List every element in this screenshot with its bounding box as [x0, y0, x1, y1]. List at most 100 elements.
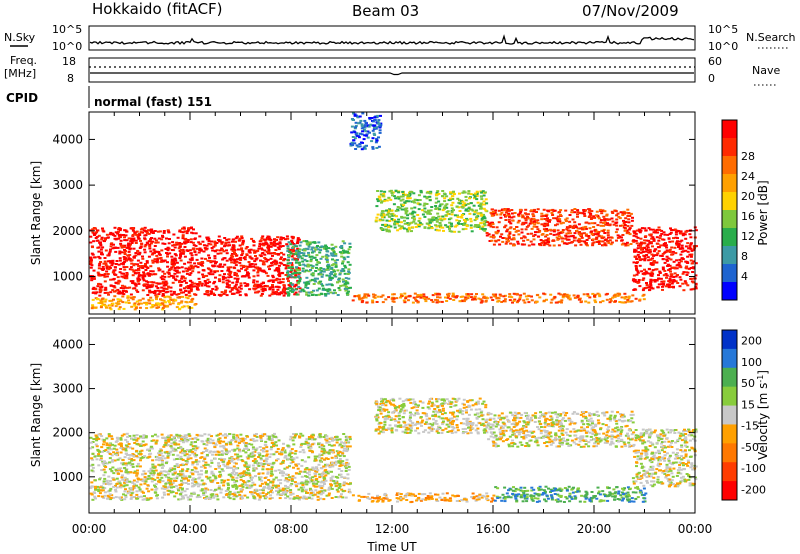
data-cell	[353, 295, 357, 298]
data-cell	[573, 296, 577, 299]
data-cell	[211, 249, 215, 252]
data-cell	[318, 453, 322, 456]
data-cell	[268, 238, 271, 241]
data-cell	[160, 463, 164, 466]
data-cell	[649, 280, 653, 282]
data-cell	[256, 274, 260, 277]
data-cell	[103, 260, 107, 263]
data-cell	[139, 436, 143, 439]
data-cell	[403, 219, 406, 222]
data-cell	[263, 249, 267, 252]
data-cell	[131, 234, 135, 236]
data-cell	[141, 297, 145, 300]
data-cell	[436, 292, 440, 295]
data-cell	[206, 437, 210, 440]
data-cell	[152, 281, 156, 284]
data-cell	[317, 293, 321, 296]
data-cell	[673, 228, 677, 231]
data-cell	[341, 496, 345, 499]
data-cell	[639, 246, 643, 249]
data-cell	[175, 261, 179, 264]
data-cell	[342, 484, 346, 487]
data-cell	[637, 256, 641, 258]
data-cell	[557, 233, 561, 236]
data-cell	[243, 282, 247, 285]
data-cell	[163, 242, 167, 245]
data-cell	[456, 214, 459, 217]
data-cell	[138, 266, 142, 269]
data-cell	[687, 247, 691, 250]
data-cell	[288, 254, 291, 257]
data-cell	[291, 241, 294, 244]
data-cell	[335, 450, 339, 453]
data-cell	[166, 249, 170, 252]
colorbar-tick-label: 8	[741, 250, 748, 263]
data-cell	[90, 279, 94, 282]
data-cell	[286, 291, 290, 294]
data-cell	[346, 273, 350, 275]
data-cell	[135, 289, 139, 292]
data-cell	[150, 253, 154, 256]
data-cell	[228, 490, 232, 493]
data-cell	[231, 292, 235, 295]
data-cell	[435, 191, 439, 194]
data-cell	[267, 251, 271, 253]
data-cell	[126, 454, 129, 456]
data-cell	[227, 286, 231, 289]
data-cell	[220, 450, 224, 453]
data-cell	[134, 239, 138, 242]
data-cell	[305, 291, 309, 294]
data-cell	[633, 279, 637, 281]
data-cell	[324, 258, 328, 261]
data-cell	[444, 224, 448, 227]
data-cell	[200, 282, 204, 285]
data-cell	[342, 256, 346, 259]
data-cell	[326, 250, 330, 253]
data-cell	[540, 223, 544, 226]
data-cell	[432, 218, 436, 221]
data-cell	[643, 255, 647, 258]
data-cell	[108, 267, 112, 269]
data-cell	[674, 252, 678, 255]
data-cell	[660, 229, 664, 232]
data-cell	[508, 293, 512, 296]
data-cell	[544, 235, 548, 238]
data-cell	[364, 130, 368, 133]
data-cell	[297, 267, 301, 270]
data-cell	[685, 261, 689, 264]
data-cell	[463, 298, 467, 301]
data-cell	[672, 276, 676, 278]
data-cell	[239, 264, 243, 267]
data-cell	[193, 478, 197, 481]
data-cell	[254, 263, 258, 266]
data-cell	[603, 232, 607, 234]
data-cell	[440, 219, 444, 222]
data-cell	[294, 288, 298, 291]
data-cell	[435, 194, 438, 197]
data-cell	[142, 273, 146, 275]
data-cell	[595, 230, 599, 233]
data-cell	[190, 227, 193, 230]
data-cell	[497, 209, 501, 212]
data-cell	[117, 292, 121, 295]
data-cell	[258, 243, 262, 245]
data-cell	[326, 267, 330, 269]
data-cell	[393, 214, 396, 217]
data-cell	[121, 301, 125, 304]
data-cell	[149, 469, 153, 472]
data-cell	[328, 283, 331, 286]
data-cell	[485, 202, 489, 205]
data-cell	[665, 274, 669, 277]
data-cell	[157, 237, 161, 240]
data-cell	[418, 221, 422, 224]
data-cell	[139, 261, 143, 264]
data-cell	[569, 232, 573, 235]
data-cell	[362, 146, 366, 149]
data-cell	[344, 266, 348, 269]
data-cell	[165, 252, 168, 254]
data-cell	[546, 217, 549, 220]
data-cell	[333, 273, 337, 276]
data-cell	[498, 293, 502, 296]
data-cell	[341, 278, 345, 281]
data-cell	[90, 252, 94, 255]
